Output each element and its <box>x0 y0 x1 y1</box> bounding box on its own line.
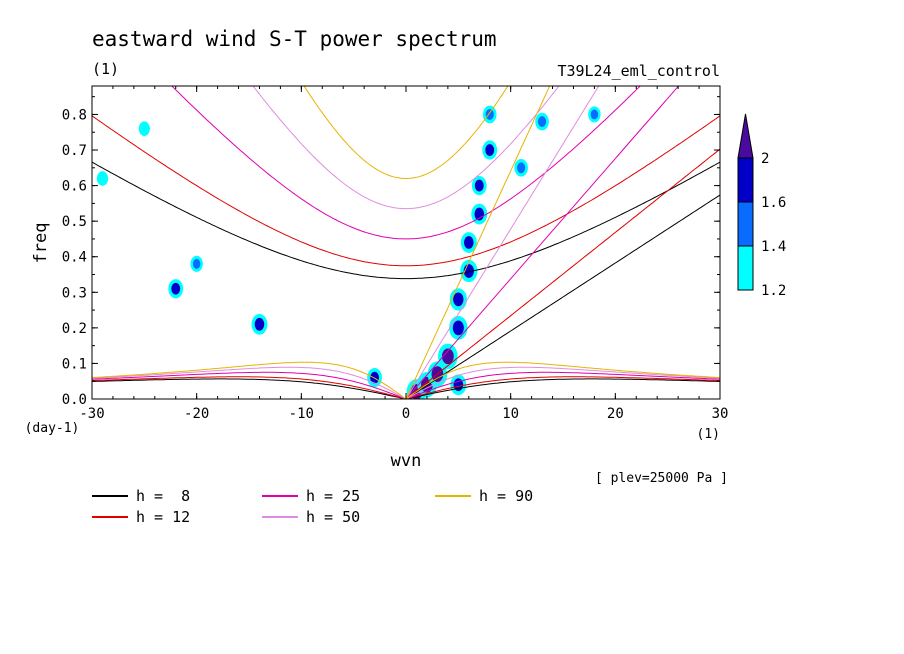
kelvin-curve <box>405 86 680 399</box>
y-tick-label: 0.6 <box>62 179 87 195</box>
y-tick-label: 0.5 <box>62 214 87 230</box>
inertia-gravity-curve <box>171 86 641 240</box>
x-tick-label: 0 <box>402 406 410 422</box>
chart-title: eastward wind S-T power spectrum <box>92 27 497 51</box>
colorbar-segment <box>737 201 754 247</box>
spectral-peak <box>99 173 106 183</box>
y-unit-label: (day-1) <box>25 421 80 436</box>
rossby-curve <box>92 371 720 399</box>
y-tick-label: 0.8 <box>62 107 87 123</box>
spectral-peak <box>452 320 464 336</box>
y-tick-label: 0.3 <box>62 285 87 301</box>
rossby-curve <box>92 366 720 399</box>
colorbar-label: 1.2 <box>761 283 786 299</box>
x-axis-label: wvn <box>391 451 422 471</box>
x-tick-label: 30 <box>712 406 729 422</box>
spectral-peak <box>254 317 265 331</box>
legend: h = 8 h = 12 h = 25 h = 50 h = 90 <box>92 487 533 526</box>
spectral-peak <box>485 144 495 156</box>
spectral-peak <box>171 282 181 295</box>
kelvin-curve <box>405 86 600 399</box>
legend-label: h = 90 <box>479 487 533 505</box>
rossby-curve <box>92 378 720 399</box>
legend-label: h = 25 <box>306 487 360 505</box>
x-tick-label: -30 <box>79 406 104 422</box>
dispersion-curves <box>92 86 720 399</box>
legend-label: h = 8 <box>136 487 190 505</box>
y-axis-label: freq <box>31 223 51 264</box>
spectral-peak <box>192 258 201 269</box>
spectral-peak <box>453 292 464 307</box>
rossby-curve <box>92 361 720 399</box>
y-tick-label: 0.7 <box>62 143 87 159</box>
x-tick-label: 10 <box>502 406 519 422</box>
spectral-peak <box>485 109 494 120</box>
spectral-peak <box>140 124 148 134</box>
spectral-peak <box>464 236 474 249</box>
legend-label: h = 12 <box>136 508 190 526</box>
colorbar-extend-top <box>737 113 754 159</box>
x-tick-label: 20 <box>607 406 624 422</box>
x-unit-label: (1) <box>697 427 720 442</box>
inertia-gravity-curve <box>92 115 720 267</box>
y-axis: 0.0 0.1 0.2 0.3 0.4 0.5 0.6 0.7 0.8 <box>62 96 720 408</box>
inertia-gravity-curve <box>92 161 720 280</box>
colorbar: 2 1.6 1.4 1.2 <box>737 113 786 299</box>
spectral-peak <box>441 348 454 365</box>
colorbar-segment <box>737 157 754 203</box>
colorbar-label: 1.4 <box>761 239 786 255</box>
inertia-gravity-curve <box>303 86 509 180</box>
x-tick-label: -20 <box>184 406 209 422</box>
spectral-peak <box>517 162 526 174</box>
chart-subtitle-left: (1) <box>92 60 119 78</box>
kelvin-curve <box>405 148 720 399</box>
spectral-peaks <box>96 105 601 399</box>
x-tick-label: -10 <box>289 406 314 422</box>
colorbar-label: 1.6 <box>761 195 786 211</box>
chart-subtitle-right: T39L24_eml_control <box>557 62 720 80</box>
colorbar-segment <box>737 245 754 291</box>
y-tick-label: 0.1 <box>62 356 87 372</box>
y-tick-label: 0.4 <box>62 250 87 266</box>
rossby-curve <box>92 376 720 399</box>
inertia-gravity-curve <box>252 86 560 210</box>
x-axis: -30 -20 -10 0 10 20 30 <box>79 86 728 422</box>
colorbar-label: 2 <box>761 151 769 167</box>
spectral-peak <box>590 109 599 120</box>
y-tick-label: 0.2 <box>62 321 87 337</box>
plot-frame <box>91 85 721 400</box>
spectral-peak <box>474 179 484 192</box>
spectral-peak <box>537 116 547 128</box>
legend-label: h = 50 <box>306 508 360 526</box>
kelvin-curve <box>405 86 551 399</box>
y-tick-label: 0.0 <box>62 392 87 408</box>
kelvin-curve <box>405 194 720 399</box>
level-annotation: [ plev=25000 Pa ] <box>595 471 728 486</box>
